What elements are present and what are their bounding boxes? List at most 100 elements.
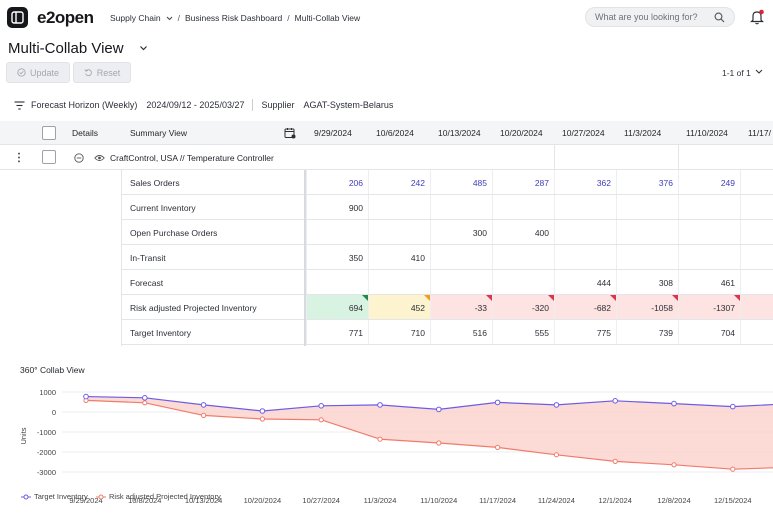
table-cell: 555 — [492, 320, 554, 345]
more-vertical-icon[interactable] — [15, 152, 23, 163]
reset-label: Reset — [96, 67, 121, 78]
table-row: Current Inventory 900 — [0, 195, 773, 220]
search-input[interactable] — [595, 12, 707, 22]
row-divider — [122, 194, 773, 195]
data-point — [494, 399, 501, 406]
details-header: Details — [72, 128, 98, 138]
eye-icon[interactable] — [94, 154, 105, 162]
y-axis-label: Units — [19, 427, 28, 444]
data-point — [259, 416, 265, 422]
chevron-down-icon[interactable] — [755, 69, 763, 74]
collapse-icon[interactable] — [74, 153, 84, 163]
x-tick-label: 11/3/2024 — [364, 496, 397, 505]
table-cell — [492, 245, 554, 270]
table-cell — [616, 245, 678, 270]
date-header: 10/27/2024 — [562, 128, 605, 138]
table-row: Forecast 444 308 461 — [0, 270, 773, 295]
status-flag-icon — [362, 295, 368, 301]
table-cell — [616, 220, 678, 245]
chevron-down-icon[interactable] — [139, 45, 148, 51]
x-tick-label: 11/10/2024 — [420, 496, 457, 505]
row-label: In-Transit — [130, 253, 166, 263]
legend-label: Target Inventory — [34, 492, 88, 501]
x-tick-label: 10/20/2024 — [244, 496, 282, 505]
data-point — [671, 462, 677, 468]
summary-view-header: Summary View — [130, 128, 187, 138]
table-cell: -1307 — [678, 295, 740, 320]
table-cell[interactable]: 249 — [678, 170, 740, 195]
table-cell[interactable]: 376 — [616, 170, 678, 195]
table-cell — [678, 220, 740, 245]
calendar-settings-icon[interactable] — [284, 127, 296, 139]
table-cell: -1058 — [616, 295, 678, 320]
select-all-checkbox[interactable] — [42, 126, 56, 140]
table-cell: 694 — [306, 295, 368, 320]
breadcrumb-separator: / — [287, 13, 290, 23]
date-header: 11/17/ — [748, 128, 772, 138]
table-cell[interactable] — [740, 170, 773, 195]
table-row: Open Purchase Orders 300 400 — [0, 220, 773, 245]
x-tick-label: 10/27/2024 — [302, 496, 340, 505]
y-tick-label: -1000 — [37, 428, 56, 437]
data-point — [377, 436, 383, 442]
breadcrumb-supply-chain[interactable]: Supply Chain — [110, 13, 161, 23]
table-cell — [740, 220, 773, 245]
reset-icon — [84, 69, 92, 77]
group-label: CraftControl, USA // Temperature Control… — [110, 153, 274, 163]
table-cell — [678, 195, 740, 220]
table-cell — [430, 270, 492, 295]
table-cell[interactable]: 485 — [430, 170, 492, 195]
table-cell: 444 — [554, 270, 616, 295]
y-tick-label: 0 — [52, 408, 56, 417]
group-row[interactable]: CraftControl, USA // Temperature Control… — [0, 145, 773, 170]
row-divider — [122, 294, 773, 295]
row-divider — [122, 319, 773, 320]
notifications-bell-icon[interactable] — [748, 8, 766, 26]
table-cell — [616, 195, 678, 220]
table-cell — [368, 270, 430, 295]
y-tick-label: 1000 — [39, 388, 56, 397]
chart-title: 360° Collab View — [20, 365, 85, 375]
details-column — [64, 170, 122, 346]
table-cell: 308 — [616, 270, 678, 295]
search-box[interactable] — [585, 7, 735, 27]
row-divider — [122, 219, 773, 220]
data-point — [730, 403, 736, 410]
row-divider — [122, 269, 773, 270]
table-cell[interactable]: 242 — [368, 170, 430, 195]
legend-item-risk[interactable]: Risk adjusted Projected Inventory — [96, 492, 221, 501]
table-cell — [430, 245, 492, 270]
table-cell: 704 — [678, 320, 740, 345]
reset-button[interactable]: Reset — [73, 62, 131, 83]
legend-item-target[interactable]: Target Inventory — [21, 492, 88, 501]
update-button[interactable]: Update — [6, 62, 70, 83]
row-checkbox[interactable] — [42, 150, 56, 164]
table-cell — [368, 220, 430, 245]
table-cell — [554, 220, 616, 245]
status-flag-icon — [734, 295, 740, 301]
table-cell[interactable]: 287 — [492, 170, 554, 195]
horizon-value[interactable]: 2024/09/12 - 2025/03/27 — [146, 100, 245, 110]
data-point — [259, 408, 266, 414]
breadcrumb-business-risk[interactable]: Business Risk Dashboard — [184, 13, 283, 23]
filter-icon[interactable] — [14, 100, 25, 110]
table-cell[interactable]: 362 — [554, 170, 616, 195]
date-header: 9/29/2024 — [314, 128, 352, 138]
table-cell[interactable]: 206 — [306, 170, 368, 195]
table-cell: 516 — [430, 320, 492, 345]
search-icon[interactable] — [714, 12, 725, 23]
app-switcher-icon[interactable] — [7, 7, 28, 28]
table-cell — [306, 220, 368, 245]
grid-header: Details Summary View 9/29/2024 10/6/2024… — [0, 121, 773, 145]
data-point — [201, 412, 207, 419]
table-row: In-Transit 350 410 — [0, 245, 773, 270]
table-cell — [554, 245, 616, 270]
row-label: Sales Orders — [130, 178, 180, 188]
supplier-value[interactable]: AGAT-System-Belarus — [303, 100, 394, 110]
x-tick-label: 9/29/2024 — [69, 496, 102, 505]
table-cell — [492, 270, 554, 295]
chevron-down-icon[interactable] — [166, 16, 173, 21]
row-divider — [122, 244, 773, 245]
table-cell — [430, 195, 492, 220]
legend-marker-purple-icon — [21, 494, 31, 499]
